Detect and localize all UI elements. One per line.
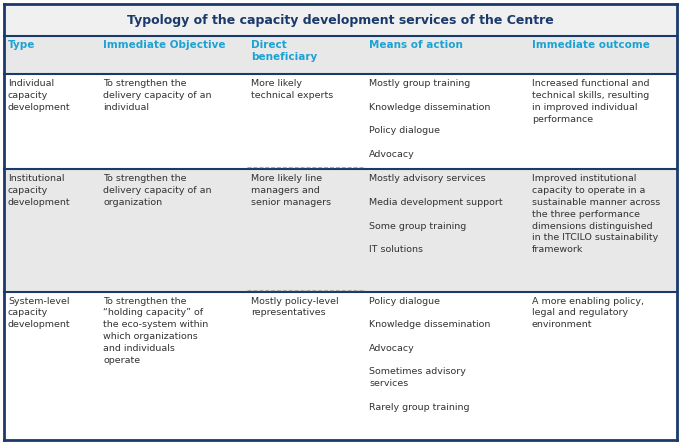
Text: System-level
capacity
development: System-level capacity development [8, 297, 71, 329]
Text: Increased functional and
technical skills, resulting
in improved individual
perf: Increased functional and technical skill… [532, 79, 650, 123]
Text: Type: Type [8, 40, 35, 50]
Text: To strengthen the
“holding capacity” of
the eco-system within
which organization: To strengthen the “holding capacity” of … [103, 297, 208, 365]
Text: Typology of the capacity development services of the Centre: Typology of the capacity development ser… [127, 13, 554, 27]
Text: More likely
technical experts: More likely technical experts [251, 79, 333, 100]
Text: Institutional
capacity
development: Institutional capacity development [8, 174, 71, 207]
Bar [4, 292, 677, 440]
Text: Mostly policy-level
representatives: Mostly policy-level representatives [251, 297, 338, 317]
Bar [4, 36, 677, 74]
Text: More likely line
managers and
senior managers: More likely line managers and senior man… [251, 174, 331, 207]
Bar [4, 169, 677, 292]
Text: Means of action: Means of action [369, 40, 463, 50]
Text: Mostly group training

Knowledge dissemination

Policy dialogue

Advocacy: Mostly group training Knowledge dissemin… [369, 79, 490, 159]
Bar [4, 74, 677, 169]
Text: Immediate Objective: Immediate Objective [103, 40, 225, 50]
Text: Mostly advisory services

Media development support

Some group training

IT sol: Mostly advisory services Media developme… [369, 174, 503, 254]
Text: To strengthen the
delivery capacity of an
organization: To strengthen the delivery capacity of a… [103, 174, 212, 207]
Text: Immediate outcome: Immediate outcome [532, 40, 650, 50]
Text: To strengthen the
delivery capacity of an
individual: To strengthen the delivery capacity of a… [103, 79, 212, 112]
Text: Policy dialogue

Knowledge dissemination

Advocacy

Sometimes advisory
services
: Policy dialogue Knowledge dissemination … [369, 297, 490, 412]
Text: Direct
beneficiary: Direct beneficiary [251, 40, 317, 62]
Text: A more enabling policy,
legal and regulatory
environment: A more enabling policy, legal and regula… [532, 297, 644, 329]
Text: Individual
capacity
development: Individual capacity development [8, 79, 71, 112]
Bar [4, 4, 677, 36]
Text: Improved institutional
capacity to operate in a
sustainable manner across
the th: Improved institutional capacity to opera… [532, 174, 661, 254]
